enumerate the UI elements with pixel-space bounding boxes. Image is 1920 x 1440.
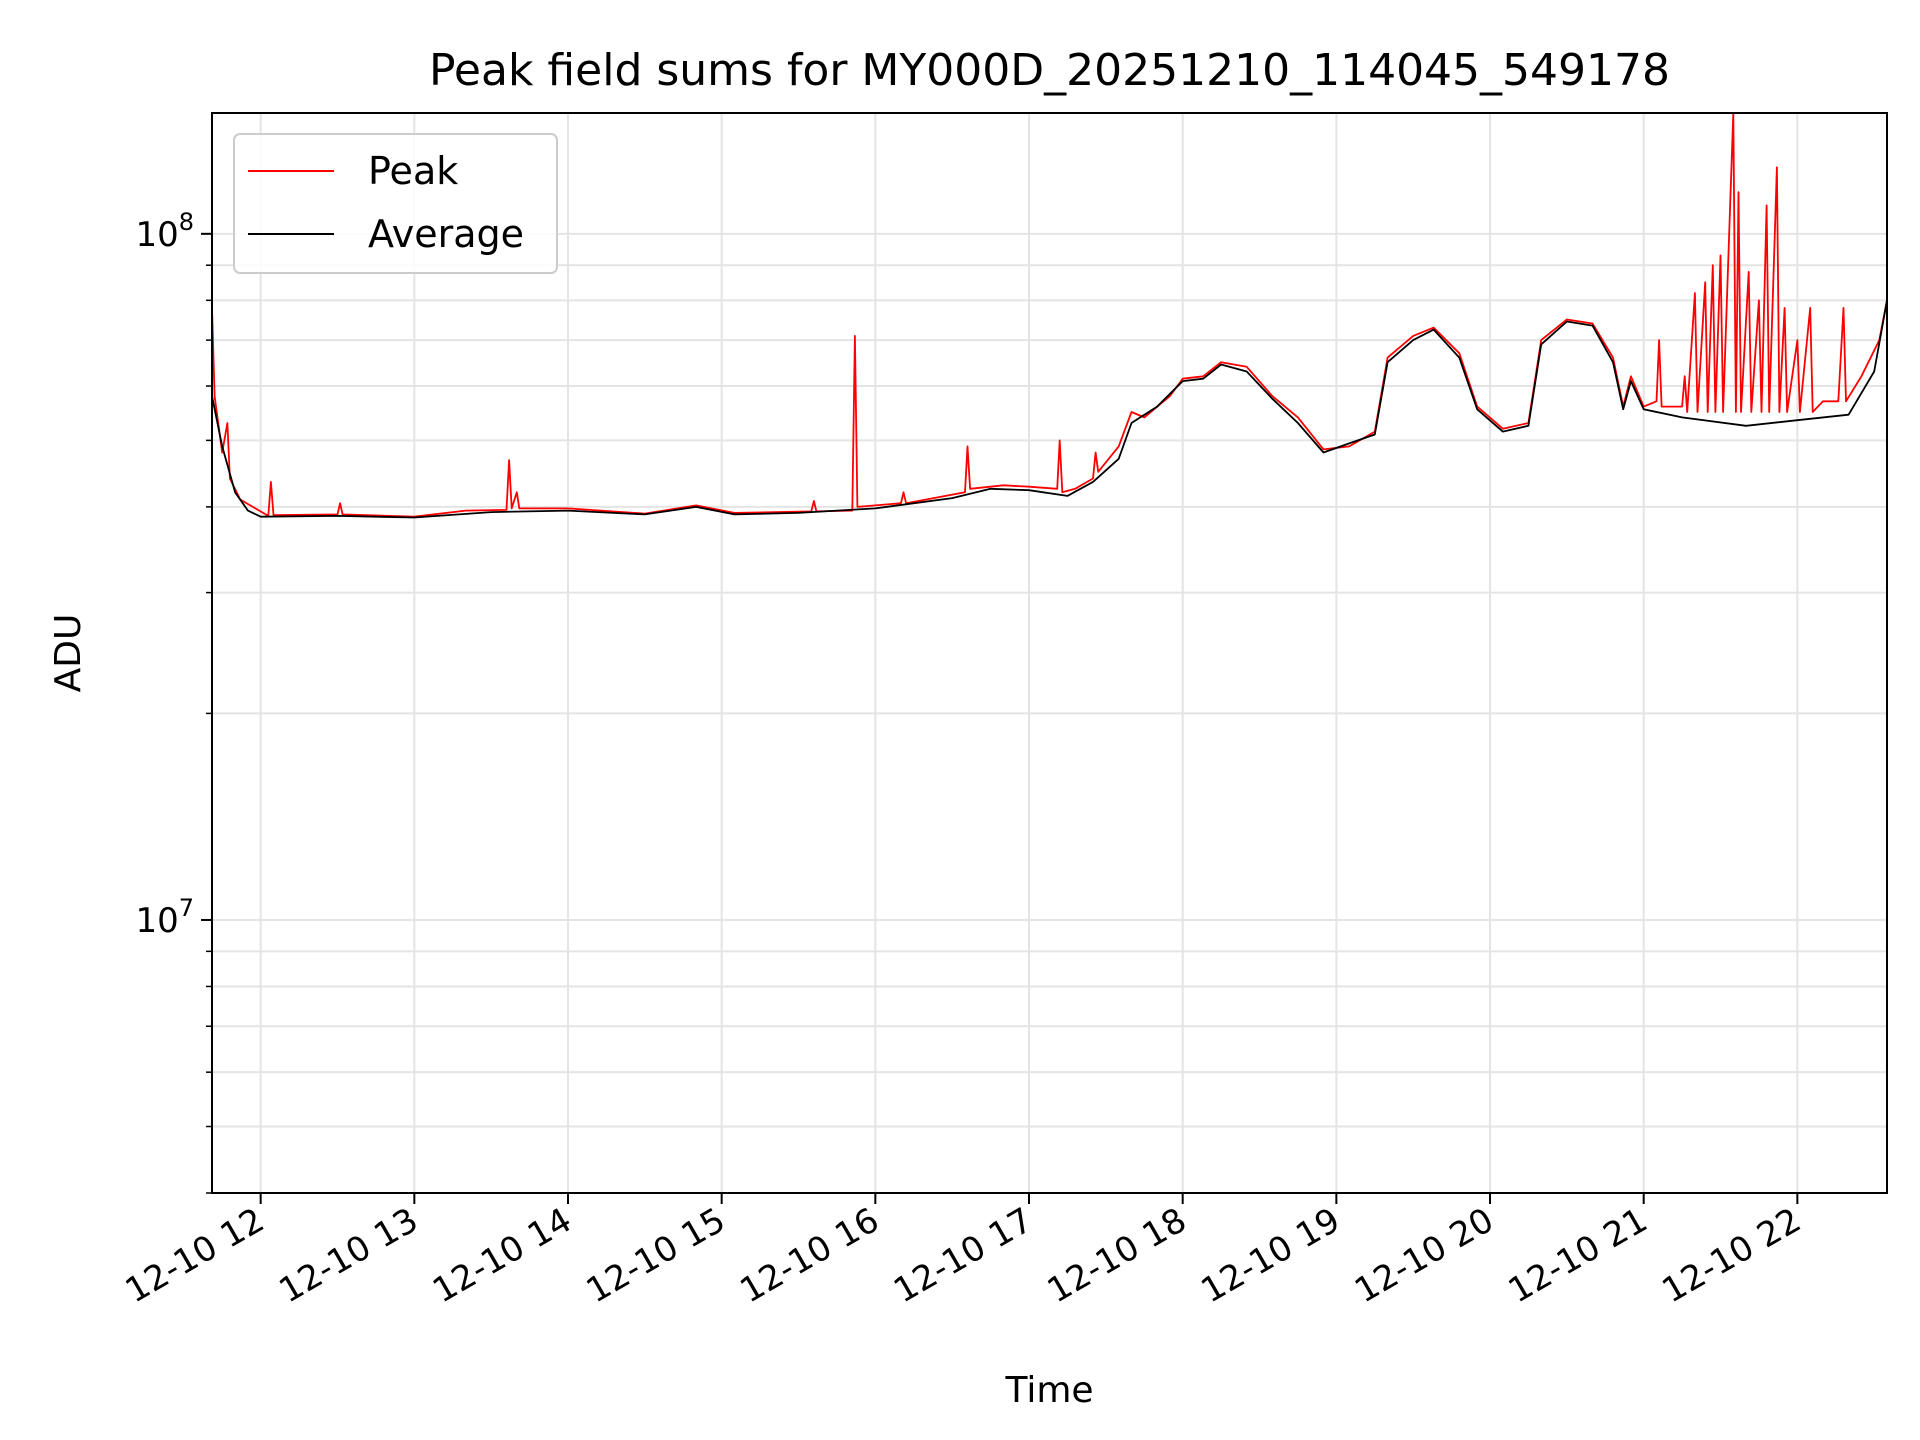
x-axis-label: Time	[1004, 1370, 1093, 1411]
legend-label-peak: Peak	[368, 149, 458, 193]
legend-label-average: Average	[368, 212, 524, 256]
y-tick-exponent: 7	[179, 894, 194, 922]
grid	[212, 113, 1887, 1194]
series-line-average	[211, 300, 1888, 519]
plot-frame	[211, 112, 1888, 1194]
y-tick-exponent: 8	[179, 208, 194, 236]
y-tick-base: 10	[135, 901, 178, 941]
legend-box	[233, 133, 558, 274]
y-tick-label: 107	[135, 894, 194, 941]
chart-title: Peak field sums for MY000D_20251210_1140…	[429, 45, 1670, 96]
series-layer	[211, 112, 1888, 519]
y-axis-label: ADU	[48, 614, 89, 693]
y-tick-base: 10	[135, 215, 178, 255]
y-tick-label: 108	[135, 208, 194, 255]
legend: Peak Average	[233, 133, 558, 274]
